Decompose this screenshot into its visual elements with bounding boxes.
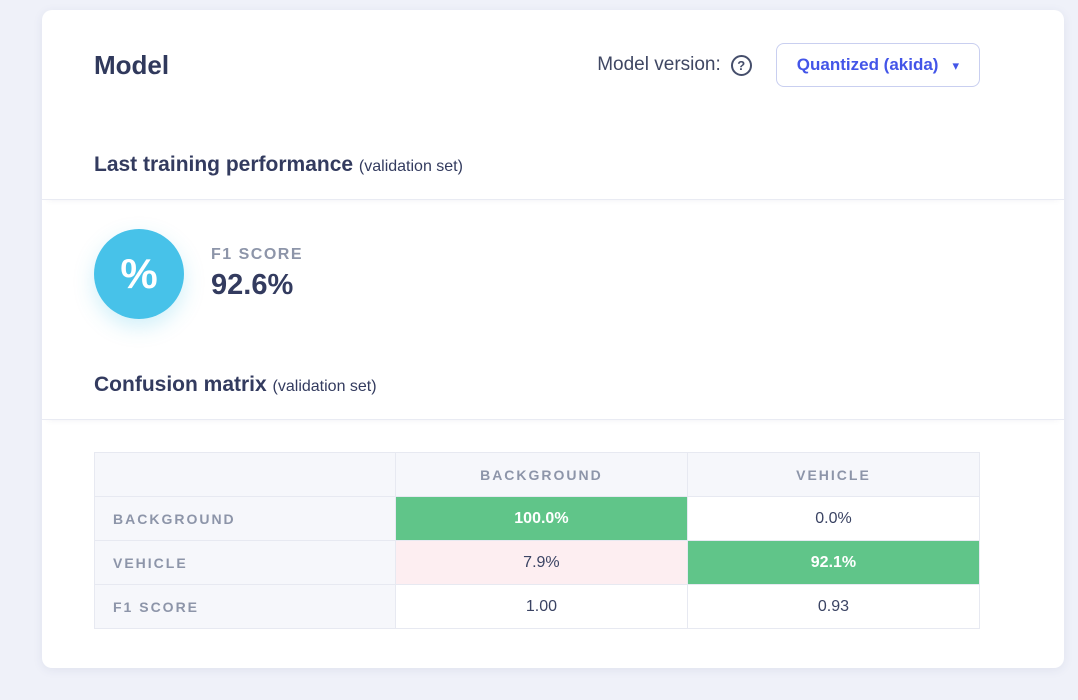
chevron-down-icon: ▾ — [952, 57, 959, 73]
confusion-matrix-title: Confusion matrix — [94, 373, 267, 396]
f1-score-block: % F1 SCORE 92.6% — [42, 200, 1064, 319]
cell-background-vehicle: 0.0% — [686, 496, 981, 541]
cell-f1-background: 1.00 — [394, 584, 688, 629]
confusion-matrix-suffix: (validation set) — [272, 378, 377, 395]
confusion-matrix-heading: Confusion matrix (validation set) — [42, 371, 1064, 420]
page-title: Model — [94, 49, 170, 80]
training-performance-suffix: (validation set) — [358, 158, 463, 175]
confusion-matrix-table: BACKGROUND VEHICLE BACKGROUND 100.0% 0.0… — [94, 452, 981, 629]
row-label-background: BACKGROUND — [94, 496, 396, 541]
f1-score-text: F1 SCORE 92.6% — [211, 246, 303, 302]
model-version-group: Model version: ? Quantized (akida) ▾ — [597, 43, 980, 87]
percent-glyph: % — [120, 250, 158, 297]
percent-icon: % — [94, 229, 184, 319]
cell-f1-vehicle: 0.93 — [686, 584, 981, 629]
row-label-f1-score: F1 SCORE — [94, 584, 396, 629]
question-mark-icon[interactable]: ? — [730, 54, 752, 76]
row-label-vehicle: VEHICLE — [94, 540, 396, 585]
training-performance-heading: Last training performance (validation se… — [42, 151, 1064, 200]
f1-score-value: 92.6% — [211, 269, 294, 301]
confusion-matrix-wrap: BACKGROUND VEHICLE BACKGROUND 100.0% 0.0… — [42, 420, 1064, 629]
training-performance-title: Last training performance — [94, 153, 354, 176]
cell-background-background: 100.0% — [394, 496, 688, 541]
cell-vehicle-vehicle: 92.1% — [686, 540, 981, 585]
panel-header: Model Model version: ? Quantized (akida)… — [42, 10, 1064, 87]
model-version-dropdown[interactable]: Quantized (akida) ▾ — [775, 43, 980, 87]
table-row-vehicle: VEHICLE 7.9% 92.1% — [94, 540, 981, 585]
column-header-vehicle: VEHICLE — [686, 452, 981, 497]
table-header-row: BACKGROUND VEHICLE — [94, 452, 981, 497]
model-version-label: Model version: — [597, 54, 721, 75]
model-version-value: Quantized (akida) — [796, 55, 939, 74]
table-row-f1-score: F1 SCORE 1.00 0.93 — [94, 584, 981, 629]
table-row-background: BACKGROUND 100.0% 0.0% — [94, 496, 981, 541]
model-panel: Model Model version: ? Quantized (akida)… — [42, 10, 1064, 668]
f1-score-label: F1 SCORE — [211, 246, 304, 263]
table-corner-cell — [94, 452, 396, 497]
cell-vehicle-background: 7.9% — [394, 540, 688, 585]
column-header-background: BACKGROUND — [394, 452, 688, 497]
